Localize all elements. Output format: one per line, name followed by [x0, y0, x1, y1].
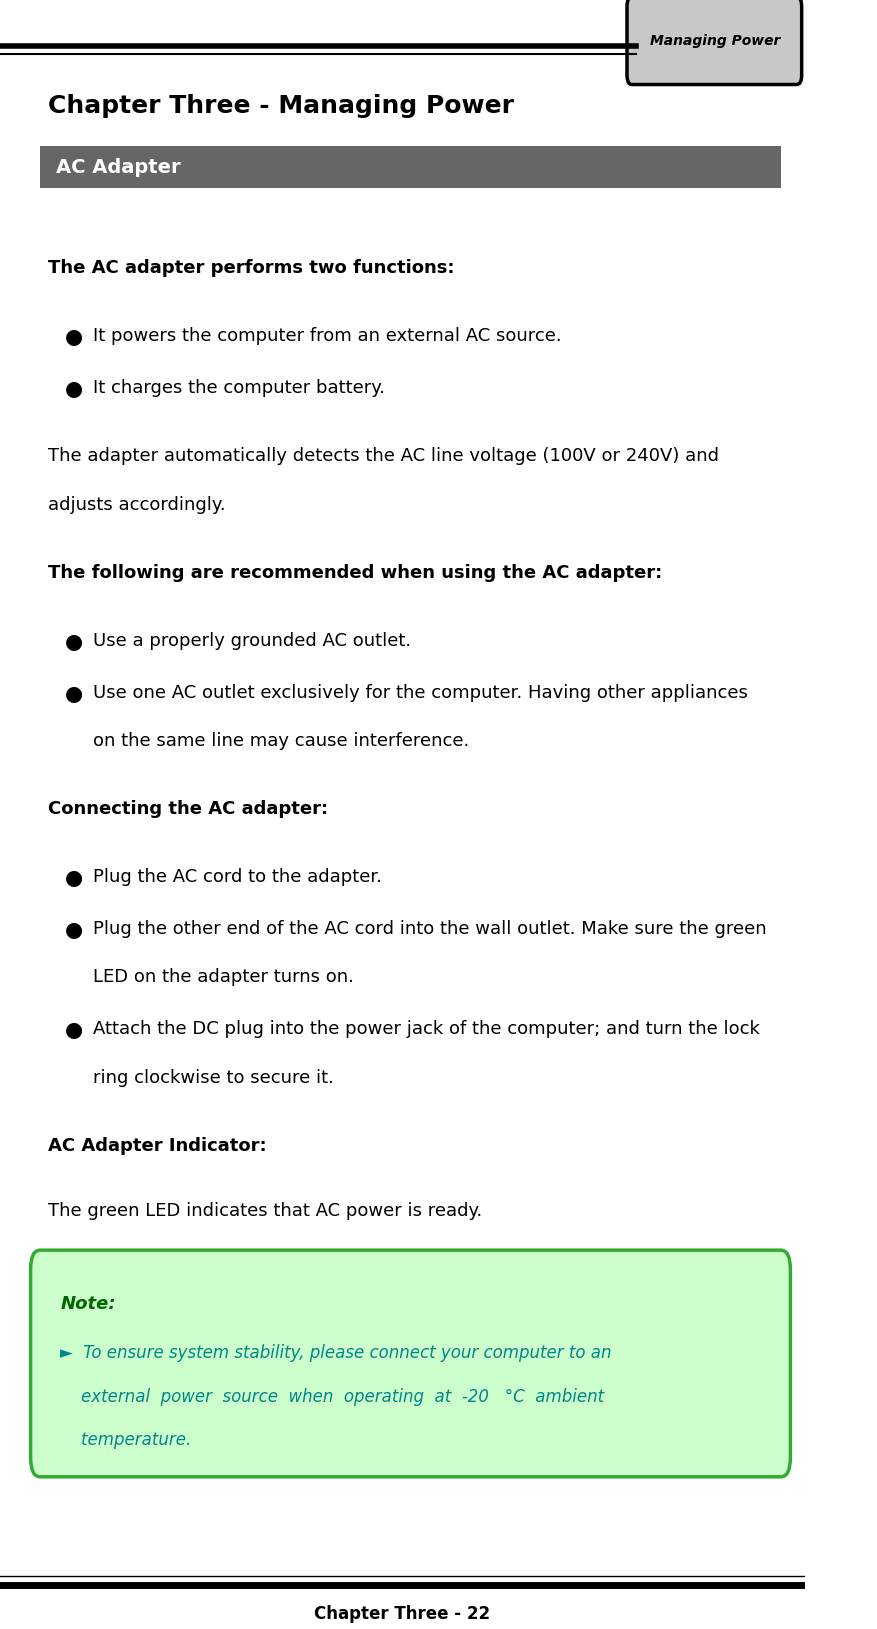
FancyBboxPatch shape — [31, 1249, 790, 1478]
Text: adjusts accordingly.: adjusts accordingly. — [48, 495, 226, 513]
Text: ●: ● — [64, 632, 82, 652]
Text: Use one AC outlet exclusively for the computer. Having other appliances: Use one AC outlet exclusively for the co… — [93, 684, 747, 702]
Text: The AC adapter performs two functions:: The AC adapter performs two functions: — [48, 259, 455, 277]
Text: temperature.: temperature. — [61, 1432, 191, 1450]
Text: ►  To ensure system stability, please connect your computer to an: ► To ensure system stability, please con… — [61, 1344, 612, 1362]
Text: Use a properly grounded AC outlet.: Use a properly grounded AC outlet. — [93, 632, 410, 650]
Text: ●: ● — [64, 868, 82, 888]
Text: AC Adapter Indicator:: AC Adapter Indicator: — [48, 1137, 267, 1155]
Text: ●: ● — [64, 1020, 82, 1041]
Text: Connecting the AC adapter:: Connecting the AC adapter: — [48, 800, 328, 818]
Text: The adapter automatically detects the AC line voltage (100V or 240V) and: The adapter automatically detects the AC… — [48, 446, 719, 466]
FancyBboxPatch shape — [627, 0, 802, 85]
FancyBboxPatch shape — [40, 147, 781, 187]
Text: ●: ● — [64, 327, 82, 347]
Text: AC Adapter: AC Adapter — [56, 158, 181, 176]
Text: The following are recommended when using the AC adapter:: The following are recommended when using… — [48, 564, 662, 582]
Text: Chapter Three - 22: Chapter Three - 22 — [314, 1605, 490, 1622]
Text: Plug the other end of the AC cord into the wall outlet. Make sure the green: Plug the other end of the AC cord into t… — [93, 920, 766, 938]
Text: Note:: Note: — [61, 1295, 116, 1313]
Text: Plug the AC cord to the adapter.: Plug the AC cord to the adapter. — [93, 868, 381, 886]
Text: LED on the adapter turns on.: LED on the adapter turns on. — [93, 969, 353, 987]
Text: It charges the computer battery.: It charges the computer battery. — [93, 380, 384, 397]
Text: ring clockwise to secure it.: ring clockwise to secure it. — [93, 1069, 333, 1087]
Text: It powers the computer from an external AC source.: It powers the computer from an external … — [93, 327, 561, 345]
Text: Attach the DC plug into the power jack of the computer; and turn the lock: Attach the DC plug into the power jack o… — [93, 1020, 759, 1038]
Text: Chapter Three - Managing Power: Chapter Three - Managing Power — [48, 94, 514, 119]
Text: on the same line may cause interference.: on the same line may cause interference. — [93, 731, 469, 749]
Text: external  power  source  when  operating  at  -20   °C  ambient: external power source when operating at … — [61, 1388, 604, 1406]
Text: ●: ● — [64, 380, 82, 399]
Text: Managing Power: Managing Power — [650, 34, 780, 47]
Text: ●: ● — [64, 684, 82, 704]
Text: ●: ● — [64, 920, 82, 940]
Text: The green LED indicates that AC power is ready.: The green LED indicates that AC power is… — [48, 1202, 482, 1220]
